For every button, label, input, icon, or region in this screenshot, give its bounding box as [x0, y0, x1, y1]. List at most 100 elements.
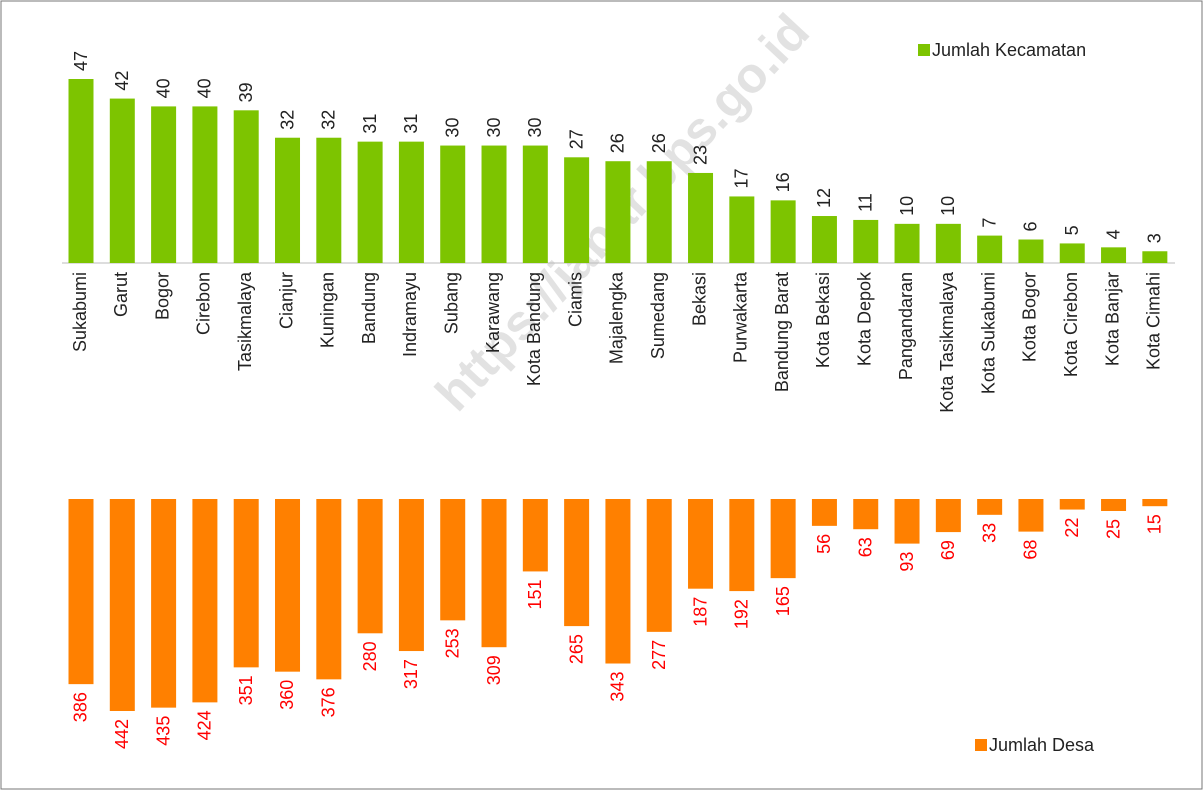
data-label: 69 [938, 540, 958, 560]
data-label: 22 [1062, 518, 1082, 538]
data-label: 376 [319, 687, 339, 717]
data-label: 309 [484, 655, 504, 685]
data-label: 17 [732, 168, 752, 188]
data-label: 40 [153, 78, 173, 98]
legend-swatch [918, 44, 930, 56]
bar [853, 499, 879, 530]
bar [646, 161, 672, 263]
bar [564, 157, 590, 263]
data-label: 317 [401, 659, 421, 689]
x-tick-label: Cianjur [276, 272, 296, 329]
x-tick-label: Kota Bogor [1020, 272, 1040, 362]
legend-swatch [975, 739, 987, 751]
bar [398, 499, 424, 652]
data-label: 4 [1103, 229, 1123, 239]
bar [316, 137, 342, 263]
bar [1142, 499, 1168, 507]
bar [233, 499, 259, 668]
bar [1018, 499, 1044, 532]
bar [729, 196, 755, 263]
data-label: 265 [566, 634, 586, 664]
data-label: 253 [442, 628, 462, 658]
data-label: 3 [1145, 233, 1165, 243]
data-label: 7 [979, 218, 999, 228]
data-label: 11 [855, 193, 875, 212]
data-label: 5 [1062, 225, 1082, 235]
bar [853, 219, 879, 263]
bar [811, 499, 837, 526]
data-label: 39 [236, 82, 256, 102]
x-tick-label: Subang [441, 272, 461, 334]
data-label: 360 [277, 680, 297, 710]
data-label: 16 [773, 172, 793, 192]
bar [729, 499, 755, 592]
bar [151, 106, 177, 263]
bar [275, 499, 301, 672]
x-tick-label: Indramayu [400, 272, 420, 357]
bar [688, 499, 714, 589]
data-label: 151 [525, 579, 545, 609]
data-label: 187 [690, 597, 710, 627]
bar [1101, 499, 1127, 511]
x-tick-label: Cirebon [194, 272, 214, 335]
data-label: 15 [1145, 514, 1165, 534]
x-tick-label: Purwakarta [731, 271, 751, 363]
data-label: 40 [195, 78, 215, 98]
data-label: 68 [1021, 540, 1041, 560]
data-label: 442 [112, 719, 132, 749]
bar [894, 223, 920, 263]
data-label: 33 [979, 523, 999, 543]
bar [398, 141, 424, 263]
data-label: 47 [71, 51, 91, 71]
bar [522, 499, 548, 572]
x-tick-label: Ciamis [565, 272, 585, 327]
bar [605, 499, 631, 664]
data-label: 10 [938, 196, 958, 216]
data-label: 93 [897, 552, 917, 572]
data-label: 165 [773, 586, 793, 616]
bar [1059, 243, 1085, 263]
data-label: 30 [525, 118, 545, 138]
bar [564, 499, 590, 627]
bar [894, 499, 920, 544]
data-label: 192 [732, 599, 752, 629]
data-label: 30 [484, 118, 504, 138]
x-tick-label: Sukabumi [70, 272, 90, 352]
data-label: 26 [608, 133, 628, 153]
legend-label: Jumlah Desa [989, 735, 1095, 755]
data-label: 31 [401, 114, 421, 134]
data-label: 277 [649, 640, 669, 670]
data-label: 63 [855, 537, 875, 557]
legend-label: Jumlah Kecamatan [932, 40, 1086, 60]
bar [192, 499, 218, 703]
bar [1018, 239, 1044, 263]
data-label: 32 [277, 110, 297, 130]
bar [935, 223, 961, 263]
bar [440, 499, 466, 621]
data-label: 6 [1021, 221, 1041, 231]
x-tick-label: Pangandaran [896, 272, 916, 380]
x-tick-label: Kota Banjar [1102, 272, 1122, 366]
bar [1059, 499, 1085, 510]
bar [109, 98, 135, 264]
x-tick-label: Bandung [359, 272, 379, 344]
bar [481, 499, 507, 648]
x-tick-label: Kota Bandung [524, 272, 544, 386]
bar [770, 499, 796, 579]
bar [1101, 247, 1127, 263]
x-tick-label: Kota Tasikmalaya [937, 271, 957, 413]
bar [109, 499, 135, 711]
bar [357, 499, 383, 634]
bar [977, 499, 1003, 515]
x-tick-label: Bogor [152, 272, 172, 320]
data-label: 424 [195, 710, 215, 740]
bar [522, 145, 548, 263]
data-label: 42 [112, 71, 132, 91]
x-tick-label: Kota Cimahi [1144, 272, 1164, 370]
data-label: 32 [319, 110, 339, 130]
bar [935, 499, 961, 533]
data-label: 27 [566, 129, 586, 149]
bar [440, 145, 466, 263]
